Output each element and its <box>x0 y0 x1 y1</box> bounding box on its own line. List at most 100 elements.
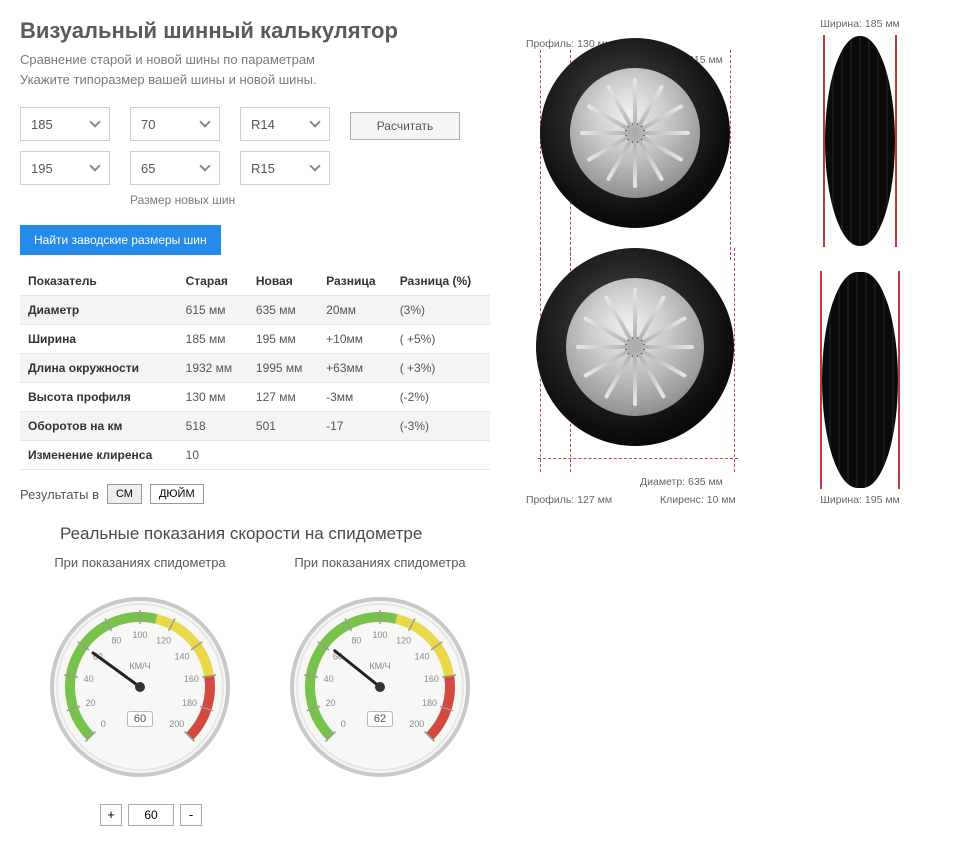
speedometer-heading: Реальные показания скорости на спидометр… <box>60 524 490 544</box>
table-cell: 185 мм <box>178 325 248 354</box>
svg-text:120: 120 <box>396 635 411 645</box>
svg-text:180: 180 <box>182 698 197 708</box>
table-cell: Ширина <box>20 325 178 354</box>
table-cell: 635 мм <box>248 296 318 325</box>
table-cell: 1995 мм <box>248 354 318 383</box>
old-rim-select[interactable]: R14 <box>240 107 330 141</box>
svg-text:200: 200 <box>169 718 184 728</box>
table-cell: -17 <box>318 412 392 441</box>
table-cell <box>248 441 318 470</box>
chevron-down-icon <box>199 116 210 127</box>
table-cell: -3мм <box>318 383 392 412</box>
svg-text:200: 200 <box>409 718 424 728</box>
svg-text:100: 100 <box>372 630 387 640</box>
svg-text:40: 40 <box>84 673 94 683</box>
svg-text:80: 80 <box>111 635 121 645</box>
svg-text:140: 140 <box>415 651 430 661</box>
table-cell: 615 мм <box>178 296 248 325</box>
speed-controls: + - <box>100 804 490 826</box>
old-width-select[interactable]: 185 <box>20 107 110 141</box>
table-row: Высота профиля130 мм127 мм-3мм(-2%) <box>20 383 490 412</box>
old-profile-select[interactable]: 70 <box>130 107 220 141</box>
tire-tread-new <box>822 272 898 488</box>
table-cell: 195 мм <box>248 325 318 354</box>
side-width-label-old: Ширина: 185 мм <box>800 18 920 30</box>
table-row: Оборотов на км518501-17(-3%) <box>20 412 490 441</box>
chevron-down-icon <box>309 116 320 127</box>
tire-frontal-old: Профиль: 130 мм Диаметр: 615 мм <box>520 38 750 228</box>
new-width-select[interactable]: 195 <box>20 151 110 185</box>
table-cell: Длина окружности <box>20 354 178 383</box>
old-width-value: 185 <box>31 117 53 132</box>
table-cell: Оборотов на км <box>20 412 178 441</box>
col-diff-pct: Разница (%) <box>392 267 490 296</box>
subtitle-line2: Укажите типоразмер вашей шины и новой ши… <box>20 72 317 87</box>
speed-plus-button[interactable]: + <box>100 804 122 826</box>
units-label: Результаты в <box>20 487 99 502</box>
svg-text:40: 40 <box>324 673 334 683</box>
clearance-label: Клиренс: 10 мм <box>660 494 736 506</box>
new-rim-select[interactable]: R15 <box>240 151 330 185</box>
unit-cm-button[interactable]: СМ <box>107 484 142 504</box>
table-cell: (3%) <box>392 296 490 325</box>
new-profile-select[interactable]: 65 <box>130 151 220 185</box>
calculate-button[interactable]: Расчитать <box>350 112 460 140</box>
svg-text:КМ/Ч: КМ/Ч <box>369 661 390 671</box>
diameter-label-new: Диаметр: 635 мм <box>640 476 723 488</box>
speed-minus-button[interactable]: - <box>180 804 202 826</box>
svg-text:КМ/Ч: КМ/Ч <box>129 661 150 671</box>
subtitle-line1: Сравнение старой и новой шины по парамет… <box>20 52 315 67</box>
table-cell <box>318 441 392 470</box>
table-cell: 20мм <box>318 296 392 325</box>
svg-text:0: 0 <box>101 718 106 728</box>
svg-text:160: 160 <box>184 673 199 683</box>
table-row: Длина окружности1932 мм1995 мм+63мм( +3%… <box>20 354 490 383</box>
tire-circle-new <box>536 248 734 446</box>
unit-inch-button[interactable]: ДЮЙМ <box>150 484 204 504</box>
tire-side-column: Ширина: 185 мм Ширина: 195 мм <box>800 18 940 826</box>
chevron-down-icon <box>199 160 210 171</box>
gauge-right-svg: 020406080100120140160180200КМ/Ч62 <box>285 592 475 782</box>
profile-label-new: Профиль: 127 мм <box>526 494 612 506</box>
wheel-rim-new <box>566 278 704 416</box>
old-profile-value: 70 <box>141 117 155 132</box>
table-cell: +63мм <box>318 354 392 383</box>
svg-text:0: 0 <box>341 718 346 728</box>
table-cell: 10 <box>178 441 248 470</box>
new-profile-value: 65 <box>141 161 155 176</box>
table-row: Ширина185 мм195 мм+10мм( +5%) <box>20 325 490 354</box>
old-rim-value: R14 <box>251 117 275 132</box>
gauge-left: При показаниях спидометра 02040608010012… <box>40 554 240 782</box>
tire-circle-old <box>540 38 730 228</box>
new-width-value: 195 <box>31 161 53 176</box>
new-size-caption: Размер новых шин <box>130 193 490 207</box>
speed-input[interactable] <box>128 804 174 826</box>
col-diff: Разница <box>318 267 392 296</box>
size-select-grid: 185 70 R14 Расчитать 195 65 R15 <box>20 107 490 185</box>
svg-text:20: 20 <box>326 698 336 708</box>
table-cell: 518 <box>178 412 248 441</box>
svg-text:80: 80 <box>351 635 361 645</box>
tire-frontal-column: Профиль: 130 мм Диаметр: 615 мм <box>520 18 770 826</box>
table-cell: 127 мм <box>248 383 318 412</box>
factory-sizes-button[interactable]: Найти заводские размеры шин <box>20 225 221 255</box>
units-row: Результаты в СМ ДЮЙМ <box>20 484 490 504</box>
svg-text:120: 120 <box>156 635 171 645</box>
gauge-right-caption: При показаниях спидометра <box>280 554 480 572</box>
gauge-left-caption: При показаниях спидометра <box>40 554 240 572</box>
col-new: Новая <box>248 267 318 296</box>
table-row: Изменение клиренса10 <box>20 441 490 470</box>
tire-frontal-new: Диаметр: 635 мм Профиль: 127 мм Клиренс:… <box>520 248 750 446</box>
table-cell: 130 мм <box>178 383 248 412</box>
chevron-down-icon <box>309 160 320 171</box>
speedometer-section: Реальные показания скорости на спидометр… <box>20 524 490 826</box>
chevron-down-icon <box>89 160 100 171</box>
table-cell: 501 <box>248 412 318 441</box>
svg-text:20: 20 <box>86 698 96 708</box>
svg-text:160: 160 <box>424 673 439 683</box>
table-cell: (-3%) <box>392 412 490 441</box>
page-title: Визуальный шинный калькулятор <box>20 18 490 44</box>
page-subtitle: Сравнение старой и новой шины по парамет… <box>20 50 490 89</box>
table-row: Диаметр615 мм635 мм20мм(3%) <box>20 296 490 325</box>
table-cell: Изменение клиренса <box>20 441 178 470</box>
